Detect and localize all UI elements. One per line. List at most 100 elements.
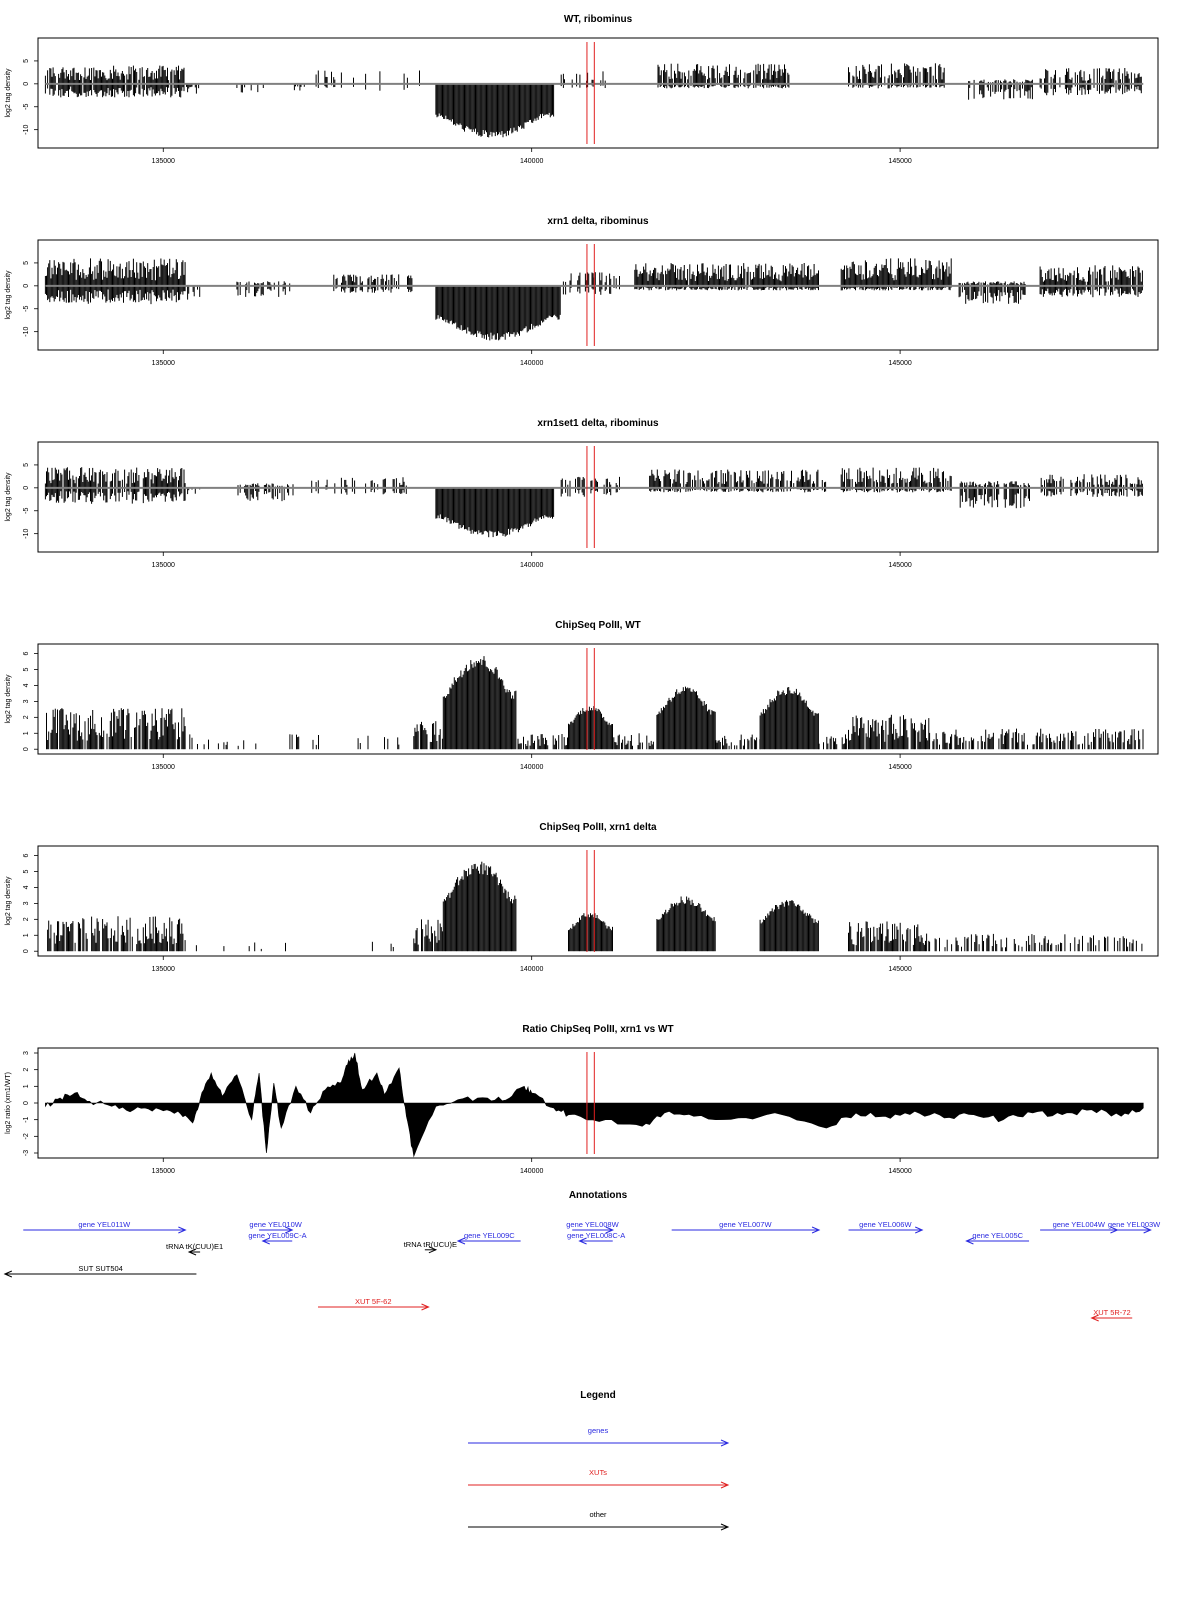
track-panel: xrn1 delta, ribominus log2 tag density -10… <box>5 216 1159 367</box>
feature-label: tRNA tK(CUU)E1 <box>166 1242 223 1251</box>
panel-frame <box>37 845 1159 957</box>
y-tick-label: 6 <box>23 652 30 656</box>
x-tick-label: 140000 <box>520 158 543 165</box>
x-tick-label: 145000 <box>888 360 911 367</box>
y-tick-label: 5 <box>23 261 30 265</box>
arrowhead-icon <box>1143 1226 1152 1234</box>
x-tick-label: 140000 <box>520 764 543 771</box>
panel-title: xrn1 delta, ribominus <box>547 216 649 227</box>
arrowhead-icon <box>428 1246 438 1254</box>
legend-label: XUTs <box>589 1468 607 1477</box>
feature-label: gene YEL004W <box>1053 1220 1106 1229</box>
x-tick-label: 140000 <box>520 360 543 367</box>
feature-label: gene YEL011W <box>78 1220 131 1229</box>
y-tick-label: 5 <box>23 59 30 63</box>
arrowhead-icon <box>811 1226 821 1234</box>
signal-bars <box>47 861 1143 952</box>
arrowhead-icon <box>720 1481 730 1489</box>
feature-label: SUT SUT504 <box>78 1264 122 1273</box>
panel-title: xrn1set1 delta, ribominus <box>537 418 659 429</box>
legend-title: Legend <box>580 1390 616 1401</box>
feature-label: XUT 5F-62 <box>355 1297 392 1306</box>
x-tick-label: 135000 <box>152 360 175 367</box>
panel-title: ChipSeq PolII, WT <box>555 620 641 631</box>
y-tick-label: 0 <box>23 949 30 953</box>
arrowhead-icon <box>285 1226 294 1234</box>
annotation-feature: gene YEL009C-A <box>248 1231 307 1245</box>
arrowhead-icon <box>720 1523 730 1531</box>
track-panel: xrn1set1 delta, ribominus log2 tag densit… <box>5 418 1159 569</box>
track-panel: ChipSeq PolII, xrn1 delta log2 tag densit… <box>5 822 1159 973</box>
x-tick-label: 135000 <box>152 764 175 771</box>
annotation-feature: gene YEL005C <box>965 1231 1030 1245</box>
x-tick-label: 145000 <box>888 764 911 771</box>
y-tick-label: 3 <box>23 1051 30 1055</box>
y-tick-label: 4 <box>23 683 30 687</box>
x-tick-label: 140000 <box>520 562 543 569</box>
x-tick-label: 135000 <box>152 966 175 973</box>
y-tick-label: 0 <box>23 82 30 86</box>
legend-panel: Legend genes XUTs other <box>468 1390 730 1531</box>
annotation-feature: gene YEL004W <box>1040 1220 1119 1234</box>
y-axis-label: log2 ratio (xrn1/WT) <box>5 1072 12 1134</box>
annotation-feature: gene YEL010W <box>249 1220 303 1234</box>
panel-frame <box>37 441 1159 553</box>
annotation-feature: tRNA tR(UCU)E <box>404 1240 457 1254</box>
y-tick-label: -5 <box>23 508 30 514</box>
legend-item: other <box>468 1510 730 1531</box>
y-axis-label: log2 tag density <box>5 876 12 926</box>
annotation-feature: gene YEL008C-A <box>567 1231 625 1245</box>
x-tick-label: 145000 <box>888 1168 911 1175</box>
y-tick-label: -10 <box>23 327 30 337</box>
y-axis-label: log2 tag density <box>5 472 12 522</box>
arrowhead-icon <box>421 1303 430 1311</box>
arrowhead-icon <box>261 1237 270 1245</box>
y-tick-label: 0 <box>23 747 30 751</box>
y-tick-label: 5 <box>23 869 30 873</box>
y-tick-label: 4 <box>23 885 30 889</box>
annotation-feature: gene YEL009C <box>456 1231 521 1245</box>
panel-title: ChipSeq PolII, xrn1 delta <box>539 822 657 833</box>
arrowhead-icon <box>605 1226 615 1234</box>
annotations-title: Annotations <box>569 1190 628 1201</box>
y-tick-label: 3 <box>23 901 30 905</box>
y-tick-label: 1 <box>23 933 30 937</box>
track-panel: Ratio ChipSeq PolII, xrn1 vs WT log2 rati… <box>5 1024 1159 1175</box>
x-tick-label: 145000 <box>888 966 911 973</box>
y-tick-label: 6 <box>23 854 30 858</box>
feature-label: gene YEL003W <box>1108 1220 1161 1229</box>
y-tick-label: 3 <box>23 699 30 703</box>
arrowhead-icon <box>456 1237 466 1245</box>
y-tick-label: -10 <box>23 529 30 539</box>
annotation-feature: tRNA tK(CUU)E1 <box>166 1242 223 1256</box>
annotations-panel: Annotations gene YEL011W gene YEL010W gene … <box>3 1190 1161 1322</box>
arrowhead-icon <box>720 1439 730 1447</box>
arrowhead-icon <box>915 1226 924 1234</box>
y-axis-label: log2 tag density <box>5 674 12 724</box>
y-tick-label: 1 <box>23 1084 30 1088</box>
y-tick-label: -1 <box>23 1116 30 1122</box>
panel-frame <box>37 643 1159 755</box>
arrowhead-icon <box>3 1270 13 1278</box>
track-panel: WT, ribominus log2 tag density -10 -5 0 5 1350… <box>5 14 1159 165</box>
y-tick-label: -5 <box>23 306 30 312</box>
y-tick-label: -2 <box>23 1133 30 1139</box>
x-tick-label: 140000 <box>520 1168 543 1175</box>
x-tick-label: 135000 <box>152 158 175 165</box>
panel-frame <box>37 239 1159 351</box>
feature-label: tRNA tR(UCU)E <box>404 1240 457 1249</box>
y-tick-label: -5 <box>23 104 30 110</box>
track-panel: ChipSeq PolII, WT log2 tag density 0 1 2 3 4 5 6… <box>5 620 1159 771</box>
annotation-feature: XUT 5R-72 <box>1090 1308 1133 1322</box>
feature-label: gene YEL010W <box>249 1220 302 1229</box>
y-axis-label: log2 tag density <box>5 270 12 320</box>
annotation-feature: gene YEL011W <box>23 1220 187 1234</box>
y-axis-label: log2 tag density <box>5 68 12 118</box>
y-tick-label: 5 <box>23 667 30 671</box>
annotation-feature: gene YEL006W <box>848 1220 924 1234</box>
x-tick-label: 135000 <box>152 1168 175 1175</box>
panel-frame <box>37 37 1159 149</box>
y-tick-label: 2 <box>23 917 30 921</box>
